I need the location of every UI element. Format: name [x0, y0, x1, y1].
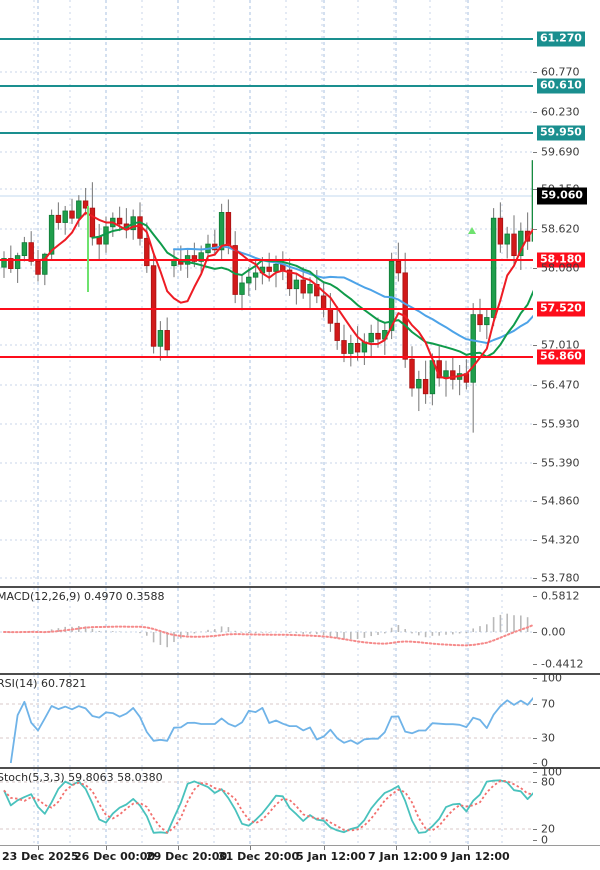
price-axis-tick: [533, 189, 537, 190]
time-axis-tick: [106, 846, 107, 850]
price-axis-tick: [533, 385, 537, 386]
resistance-price-tag[interactable]: 60.610: [537, 78, 585, 94]
price-chart-panel[interactable]: [0, 0, 533, 586]
macd-axis-tick: [533, 664, 537, 665]
price-axis-tick: [533, 268, 537, 269]
price-plot-area[interactable]: [0, 0, 533, 586]
price-axis-label: 58.080: [541, 261, 580, 275]
support-price-tag[interactable]: 58.180: [537, 252, 585, 268]
stoch-svg: [0, 769, 533, 846]
price-axis-label: 56.470: [541, 378, 580, 392]
price-axis-label: 53.780: [541, 571, 580, 585]
resistance-price-tag[interactable]: 59.950: [537, 125, 585, 141]
macd-svg: [0, 588, 533, 673]
price-chart-svg: [0, 0, 533, 586]
price-axis-tick: [533, 578, 537, 579]
stoch-axis-tick: [533, 829, 537, 830]
stoch-panel[interactable]: Stoch(5,3,3) 59.8063 58.0380: [0, 769, 533, 846]
macd-axis-label: 0.5812: [541, 589, 580, 603]
rsi-axis-tick: [533, 704, 537, 705]
time-axis-tick: [468, 846, 469, 850]
price-axis-tick: [533, 424, 537, 425]
price-axis-label: 57.010: [541, 338, 580, 352]
price-axis-label: 60.230: [541, 105, 580, 119]
rsi-svg: [0, 675, 533, 767]
rsi-axis-tick: [533, 763, 537, 764]
macd-axis-label: -0.4412: [541, 657, 584, 671]
price-axis-label: 54.320: [541, 533, 580, 547]
panel-separator-3: [0, 767, 600, 769]
rsi-axis-tick: [533, 738, 537, 739]
stoch-axis-tick: [533, 840, 537, 841]
macd-axis[interactable]: 0.5812 0.00 -0.4412: [533, 588, 600, 673]
time-axis-label: 29 Dec 20:00: [146, 850, 228, 863]
price-axis-tick: [533, 112, 537, 113]
macd-axis-label: 0.00: [541, 625, 566, 639]
rsi-axis-label: 30: [541, 731, 555, 745]
macd-plot-area[interactable]: [0, 588, 533, 673]
support-price-tag[interactable]: 57.520: [537, 301, 585, 317]
stoch-legend: Stoch(5,3,3) 59.8063 58.0380: [0, 771, 163, 784]
price-axis[interactable]: 61.27060.77060.61060.23059.95059.69059.1…: [533, 0, 600, 586]
stoch-plot-area[interactable]: [0, 769, 533, 846]
price-axis-label: 55.930: [541, 417, 580, 431]
x-axis-line: [0, 845, 600, 846]
time-axis-tick: [178, 846, 179, 850]
price-axis-label: 59.690: [541, 145, 580, 159]
rsi-axis[interactable]: 100 70 30 0: [533, 671, 600, 770]
rsi-plot-area[interactable]: [0, 675, 533, 767]
rsi-panel[interactable]: RSI(14) 60.7821: [0, 675, 533, 767]
stoch-axis-label: 0: [541, 833, 548, 847]
panel-separator-2: [0, 673, 600, 675]
price-axis-tick: [533, 501, 537, 502]
price-axis-label: 54.860: [541, 494, 580, 508]
rsi-axis-label: 0: [541, 756, 548, 770]
rsi-axis-label: 70: [541, 697, 555, 711]
price-axis-tick: [533, 229, 537, 230]
time-axis-tick: [324, 846, 325, 850]
stoch-axis-label: 20: [541, 822, 555, 836]
stoch-axis-label: 100: [541, 765, 562, 779]
stoch-axis-tick: [533, 782, 537, 783]
resistance-price-tag[interactable]: 61.270: [537, 31, 585, 47]
price-axis-tick: [533, 72, 537, 73]
rsi-axis-tick: [533, 678, 537, 679]
macd-axis-tick: [533, 596, 537, 597]
support-price-tag[interactable]: 56.860: [537, 349, 585, 365]
time-axis-label: 23 Dec 2025: [2, 850, 79, 863]
rsi-legend: RSI(14) 60.7821: [0, 677, 87, 690]
current-price-tag[interactable]: 59.060: [537, 187, 587, 205]
price-axis-tick: [533, 152, 537, 153]
time-axis-label: 7 Jan 12:00: [368, 850, 438, 863]
macd-panel[interactable]: MACD(12,26,9) 0.4970 0.3588: [0, 588, 533, 673]
price-axis-label: 55.390: [541, 456, 580, 470]
macd-axis-tick: [533, 632, 537, 633]
time-axis[interactable]: 23 Dec 2025 26 Dec 00:00 29 Dec 20:00 31 De…: [0, 846, 600, 870]
price-axis-tick: [533, 463, 537, 464]
stoch-axis-label: 80: [541, 775, 555, 789]
price-axis-tick: [533, 540, 537, 541]
time-axis-label: 9 Jan 12:00: [440, 850, 510, 863]
time-axis-tick: [396, 846, 397, 850]
price-axis-label: 58.620: [541, 222, 580, 236]
macd-legend: MACD(12,26,9) 0.4970 0.3588: [0, 590, 165, 603]
rsi-axis-label: 100: [541, 671, 562, 685]
price-axis-label: 60.770: [541, 65, 580, 79]
time-axis-label: 5 Jan 12:00: [296, 850, 366, 863]
price-axis-tick: [533, 345, 537, 346]
time-axis-tick: [38, 846, 39, 850]
time-axis-label: 26 Dec 00:00: [74, 850, 156, 863]
stoch-axis[interactable]: 100 80 20 0: [533, 765, 600, 847]
stoch-axis-tick: [533, 772, 537, 773]
panel-separator-1: [0, 586, 600, 588]
time-axis-tick: [250, 846, 251, 850]
time-axis-label: 31 Dec 20:00: [218, 850, 300, 863]
